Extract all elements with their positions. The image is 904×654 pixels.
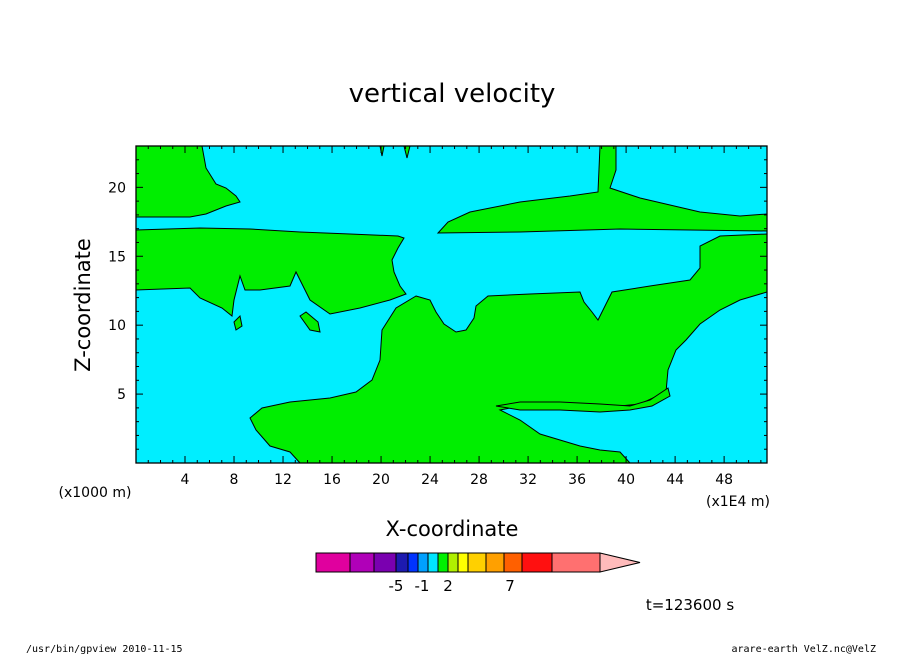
x-tick-label: 20 (372, 472, 390, 488)
colorbar-cell (521, 552, 553, 573)
x-tick-label: 44 (666, 472, 684, 488)
x-tick-label: 48 (715, 472, 733, 488)
x-tick-label: 8 (230, 472, 239, 488)
time-label: t=123600 s (646, 596, 734, 614)
colorbar-label: -5 (389, 577, 404, 595)
y-axis-label: Z-coordinate (71, 238, 95, 372)
colorbar-label: -1 (415, 577, 430, 595)
colorbar-cell (447, 552, 459, 573)
contour-region-top-right (436, 145, 768, 234)
x-tick-label: 32 (519, 472, 537, 488)
colorbar-cell (485, 552, 505, 573)
x-axis: 4 8 12 16 20 24 28 32 36 40 44 48 (147, 146, 762, 488)
x-tick-label: 16 (323, 472, 341, 488)
x-unit-right: (x1E4 m) (706, 494, 770, 510)
contour-region-lower-right-band (495, 387, 671, 413)
colorbar-cell (407, 552, 419, 573)
colorbar-label: 2 (443, 577, 453, 595)
colorbar-arrow (599, 552, 641, 573)
plot-frame (135, 145, 768, 464)
colorbar-cell (373, 552, 397, 573)
contour-region-island (299, 311, 321, 333)
colorbar-cell (417, 552, 429, 573)
x-tick-label: 36 (568, 472, 586, 488)
x-tick-label: 24 (421, 472, 439, 488)
x-tick-label: 40 (617, 472, 635, 488)
colorbar-cell (315, 552, 351, 573)
y-tick-label: 20 (108, 180, 126, 196)
colorbar-cell (437, 552, 449, 573)
y-tick-label: 5 (117, 387, 126, 403)
contour-region-top-left (135, 145, 241, 218)
colorbar: -5 -1 2 7 (315, 552, 641, 595)
x-tick-label: 4 (181, 472, 190, 488)
x-tick-label: 12 (274, 472, 292, 488)
y-tick-label: 15 (108, 249, 126, 265)
contour-region-bottom (249, 233, 768, 464)
colorbar-cell (503, 552, 523, 573)
colorbar-cell (467, 552, 487, 573)
contour-regions (135, 145, 768, 464)
colorbar-cell (551, 552, 601, 573)
y-axis: 5 10 15 20 (108, 159, 767, 450)
contour-region-middle-left (135, 227, 407, 317)
colorbar-cell (457, 552, 469, 573)
contour-region-island (233, 314, 243, 331)
footer-right: arare-earth_VelZ.nc@VelZ (732, 644, 877, 654)
chart-title: vertical velocity (349, 79, 556, 109)
x-axis-label: X-coordinate (386, 517, 519, 541)
colorbar-cell (349, 552, 375, 573)
y-tick-label: 10 (108, 318, 126, 334)
footer-left: /usr/bin/gpview 2010-11-15 (26, 644, 183, 654)
x-tick-label: 28 (470, 472, 488, 488)
colorbar-cell (427, 552, 439, 573)
x-unit-left: (x1000 m) (59, 485, 132, 501)
colorbar-cell (395, 552, 409, 573)
colorbar-label: 7 (505, 577, 515, 595)
